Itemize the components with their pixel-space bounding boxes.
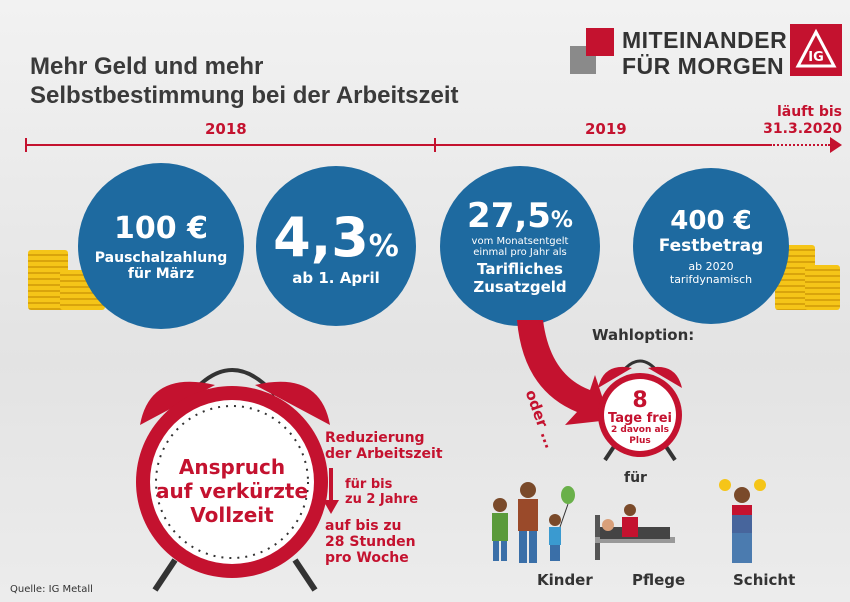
timeline-arrow-icon [830,137,842,153]
logo-red-square [586,28,614,56]
children-icon [492,482,575,563]
curved-arrow-icon [517,320,610,425]
page-title: Mehr Geld und mehr Selbstbestimmung bei … [30,52,459,110]
timeline-line [25,144,770,146]
circle-fixed-amount: 400 € Festbetrag ab 2020 tarifdynamisch [633,168,789,324]
desc: Tarifliches [477,260,563,278]
end-date: läuft bis 31.3.2020 [763,104,842,138]
text-line: auf bis zu [325,518,402,534]
ig-metall-logo: IG [790,24,842,76]
days-sub: 2 davon als [610,425,670,435]
clock-text: Anspruch auf verkürzte Vollzeit [152,455,312,527]
coins-icon [805,265,840,310]
days-label: Tage frei [608,411,672,426]
clock-line: Vollzeit [190,503,274,527]
desc: vom Monatsentgelt [471,236,569,247]
percent: % [550,208,573,233]
small-clock-text: 8 Tage frei 2 davon als Plus [600,390,680,447]
option-label: Wahloption: [592,326,695,344]
desc: ab 2020 [688,260,734,273]
days-number: 8 [632,388,648,413]
for-label: für [624,470,647,486]
text-line: der Arbeitszeit [325,446,443,462]
circle-extra-pay: 27,5% vom Monatsentgelt einmal pro Jahr … [440,166,600,326]
title-line: Selbstbestimmung bei der Arbeitszeit [30,82,459,109]
year-label: 2018 [205,120,247,138]
logo-text: MITEINANDER [622,27,788,53]
clock-line: auf verkürzte [155,479,309,503]
amount: 27,5 [467,196,551,236]
care-bed-icon [595,504,675,560]
year-label: 2019 [585,120,627,138]
text-line: Reduzierung [325,430,425,446]
text-line: pro Woche [325,550,409,566]
timeline-tick [25,138,27,152]
hours-text: auf bis zu 28 Stunden pro Woche [325,518,416,566]
end-date-line: 31.3.2020 [763,121,842,137]
clock-line: Anspruch [178,455,286,479]
amount: 400 € [670,206,752,236]
shift-worker-icon [719,479,766,563]
reduction-text: Reduzierung der Arbeitszeit [325,430,443,462]
days-sub: Plus [629,436,651,446]
svg-text:IG: IG [808,50,824,65]
arrow-down-icon [323,468,339,514]
circle-payment: 100 € Pauschalzahlung für März [78,163,244,329]
group-children: Kinder [537,571,593,589]
group-shift: Schicht [733,571,796,589]
alarm-clock-icon [136,368,330,592]
text-line: zu 2 Jahre [345,492,419,507]
logo-text: FÜR MORGEN [622,53,785,79]
ig-logo-icon: IG [795,28,837,68]
amount: 100 € [114,210,208,246]
title-line: Mehr Geld und mehr [30,53,264,80]
text-line: für bis [345,477,393,492]
timeline-tick [434,138,436,152]
text-line: 28 Stunden [325,534,416,550]
desc: ab 1. April [292,268,380,287]
group-care: Pflege [632,571,686,589]
amount: 4,3 [273,205,369,269]
small-alarm-clock-icon [598,359,682,462]
desc: Festbetrag [658,236,764,256]
end-date-line: läuft bis [776,104,842,120]
percent: % [368,228,399,264]
desc: einmal pro Jahr als [473,247,567,258]
circle-raise: 4,3% ab 1. April [256,166,416,326]
people-illustration [492,479,766,563]
timeline-dotted [770,144,830,146]
desc: Pauschalzahlung [94,249,228,266]
desc: Zusatzgeld [473,278,567,296]
desc: für März [127,265,195,282]
source-label: Quelle: IG Metall [10,584,93,595]
desc: tarifdynamisch [669,273,753,286]
duration-text: für bis zu 2 Jahre [345,477,418,507]
